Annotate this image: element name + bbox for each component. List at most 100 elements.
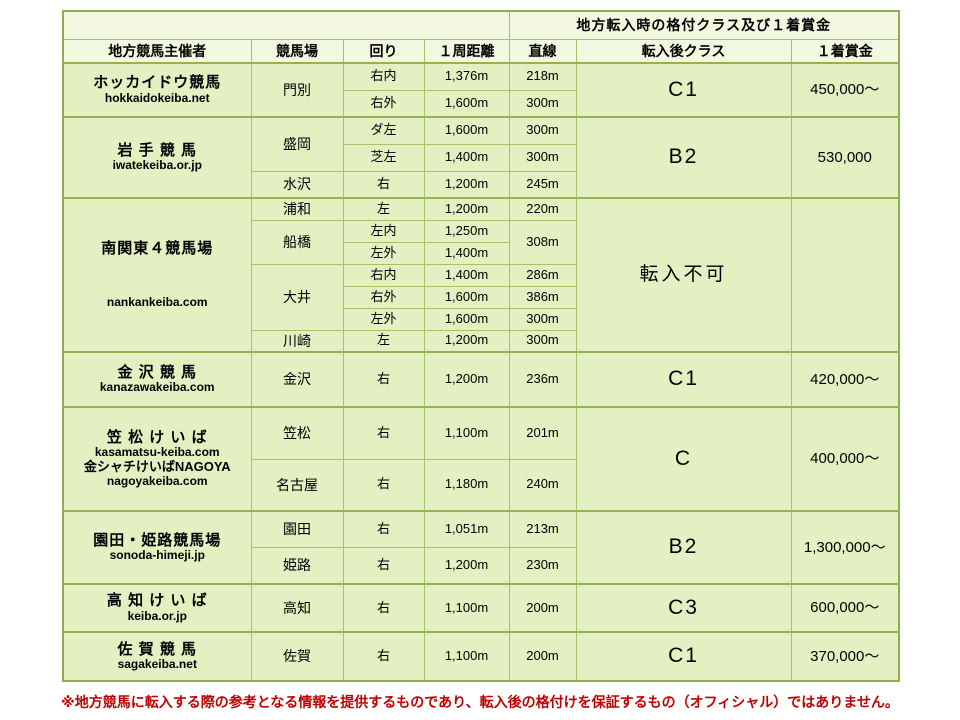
straight-cell: 300m [508, 307, 577, 331]
direction-cell: 芝左 [342, 143, 425, 172]
direction-cell: 右外 [342, 285, 425, 309]
lap-distance-cell: 1,051m [423, 510, 510, 548]
direction-cell: 右内 [342, 263, 425, 287]
lap-distance-cell: 1,400m [423, 241, 510, 265]
lap-distance-cell: 1,400m [423, 143, 510, 172]
lap-distance-cell: 1,100m [423, 583, 510, 633]
direction-cell: 右外 [342, 89, 425, 118]
class-cell: 転入不可 [575, 197, 792, 353]
lap-distance-cell: 1,376m [423, 62, 510, 91]
lap-distance-cell: 1,180m [423, 458, 510, 512]
col-header-organizer: 地方競馬主催者 [62, 38, 252, 64]
prize-cell: 600,000～ [790, 583, 900, 633]
straight-cell: 240m [508, 458, 577, 512]
direction-cell: 左 [342, 329, 425, 353]
course-cell: 笠松 [250, 406, 344, 460]
footnote-disclaimer: ※地方競馬に転入する際の参考となる情報を提供するものであり、転入後の格付けを保証… [61, 694, 899, 710]
lap-distance-cell: 1,400m [423, 263, 510, 287]
course-cell: 姫路 [250, 546, 344, 585]
direction-cell: ダ左 [342, 116, 425, 145]
direction-cell: 右 [342, 546, 425, 585]
class-cell: C3 [575, 583, 792, 633]
course-cell: 浦和 [250, 197, 344, 221]
organizer-kochi: 高 知 け い ば keiba.or.jp [62, 583, 252, 633]
course-cell: 大井 [250, 263, 344, 331]
organizer-url: sonoda-himeji.jp [109, 548, 205, 563]
straight-cell: 213m [508, 510, 577, 548]
course-cell: 門別 [250, 62, 344, 118]
organizer-nankan: 南関東４競馬場 nankankeiba.com [62, 197, 252, 353]
col-header-first-prize: １着賞金 [790, 38, 900, 64]
prize-cell: 420,000～ [790, 351, 900, 408]
lap-distance-cell: 1,200m [423, 170, 510, 199]
organizer-url: nankankeiba.com [106, 294, 208, 309]
organizer-name: 園田・姫路競馬場 [93, 531, 222, 549]
organizer-url: iwatekeiba.or.jp [112, 158, 202, 173]
direction-cell: 左外 [342, 241, 425, 265]
direction-cell: 右 [342, 631, 425, 682]
prize-cell: 1,300,000～ [790, 510, 900, 585]
prize-cell: 370,000～ [790, 631, 900, 682]
organizer-name: 岩 手 競 馬 [117, 141, 197, 159]
course-cell: 金沢 [250, 351, 344, 408]
straight-cell: 286m [508, 263, 577, 287]
organizer-name: 南関東４競馬場 [101, 240, 214, 258]
direction-cell: 右 [342, 351, 425, 408]
organizer-name: ホッカイドウ競馬 [93, 74, 222, 92]
col-header-straight: 直線 [508, 38, 577, 64]
course-cell: 水沢 [250, 170, 344, 199]
organizer-saga: 佐 賀 競 馬 sagakeiba.net [62, 631, 252, 682]
course-cell: 園田 [250, 510, 344, 548]
direction-cell: 右 [342, 583, 425, 633]
direction-cell: 右 [342, 406, 425, 460]
course-cell: 川崎 [250, 329, 344, 353]
lap-distance-cell: 1,200m [423, 546, 510, 585]
straight-cell: 308m [508, 219, 577, 265]
prize-cell: 400,000～ [790, 406, 900, 512]
course-cell: 高知 [250, 583, 344, 633]
organizer-name: 笠 松 け い ば [106, 429, 208, 447]
organizer-url: keiba.or.jp [127, 608, 187, 623]
class-cell: B2 [575, 116, 792, 199]
organizer-name: 金 沢 競 馬 [117, 363, 197, 381]
direction-cell: 左内 [342, 219, 425, 243]
direction-cell: 右 [342, 170, 425, 199]
prize-cell-empty [790, 197, 900, 353]
straight-cell: 201m [508, 406, 577, 460]
lap-distance-cell: 1,200m [423, 351, 510, 408]
straight-cell: 200m [508, 583, 577, 633]
course-cell: 船橋 [250, 219, 344, 265]
straight-cell: 200m [508, 631, 577, 682]
header-spacer-cell [62, 10, 510, 40]
direction-cell: 左 [342, 197, 425, 221]
class-cell: C1 [575, 631, 792, 682]
class-cell: C1 [575, 351, 792, 408]
col-header-lap-distance: １周距離 [423, 38, 510, 64]
organizer-url: kanazawakeiba.com [99, 380, 215, 395]
organizer-hokkaido: ホッカイドウ競馬 hokkaidokeiba.net [62, 62, 252, 118]
straight-cell: 300m [508, 329, 577, 353]
class-cell: B2 [575, 510, 792, 585]
straight-cell: 300m [508, 89, 577, 118]
straight-cell: 300m [508, 116, 577, 145]
direction-cell: 右 [342, 510, 425, 548]
lap-distance-cell: 1,250m [423, 219, 510, 243]
lap-distance-cell: 1,600m [423, 307, 510, 331]
lap-distance-cell: 1,200m [423, 329, 510, 353]
straight-cell: 218m [508, 62, 577, 91]
lap-distance-cell: 1,600m [423, 89, 510, 118]
organizer-name: 佐 賀 競 馬 [117, 640, 197, 658]
col-header-direction: 回り [342, 38, 425, 64]
direction-cell: 左外 [342, 307, 425, 331]
prize-cell: 450,000～ [790, 62, 900, 118]
direction-cell: 右 [342, 458, 425, 512]
main-table: 地方転入時の格付クラス及び１着賞金 地方競馬主催者 競馬場 回り １周距離 直線 転入後クラ… [62, 10, 901, 682]
organizer-name: 高 知 け い ば [106, 592, 208, 610]
lap-distance-cell: 1,200m [423, 197, 510, 221]
straight-cell: 236m [508, 351, 577, 408]
col-header-racecourse: 競馬場 [250, 38, 344, 64]
lap-distance-cell: 1,600m [423, 116, 510, 145]
lap-distance-cell: 1,600m [423, 285, 510, 309]
organizer-url: sagakeiba.net [117, 657, 197, 672]
